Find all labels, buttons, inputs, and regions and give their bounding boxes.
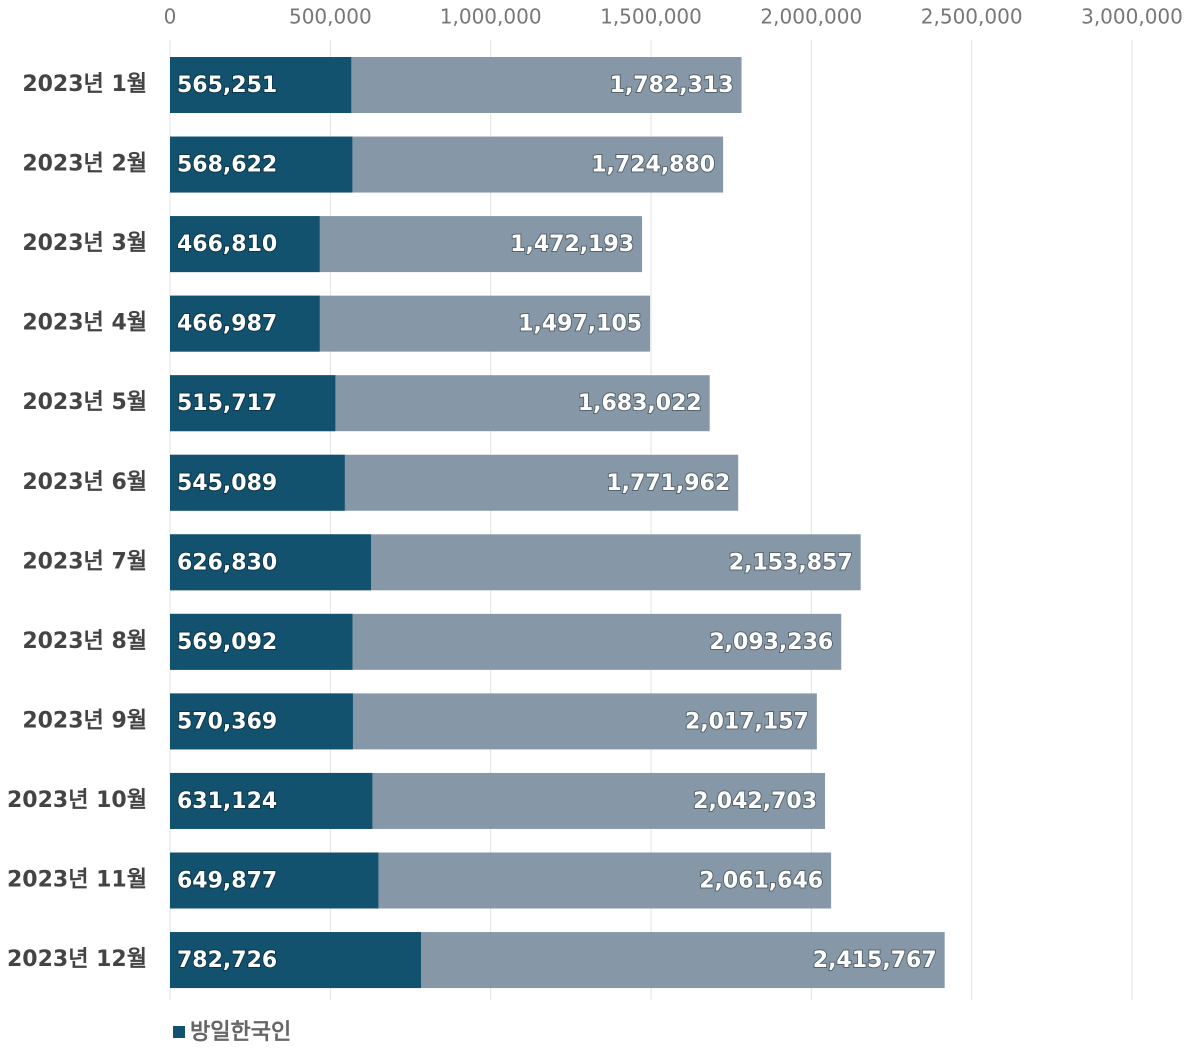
y-tick-label: 2023년 5월	[22, 390, 147, 415]
data-label: 1,472,193	[510, 232, 634, 257]
x-tick-label: 2,500,000	[921, 5, 1023, 29]
y-tick-label: 2023년 3월	[22, 231, 147, 256]
data-label: 1,497,105	[518, 312, 642, 337]
bar	[170, 932, 421, 989]
y-tick-label: 2023년 4월	[22, 311, 147, 336]
data-label: 782,726	[177, 948, 277, 973]
legend-label: 방일한국인	[190, 1020, 291, 1045]
x-tick-label: 500,000	[289, 5, 372, 29]
y-tick-label: 2023년 9월	[22, 708, 147, 733]
bar	[170, 57, 352, 113]
data-label: 1,771,962	[606, 471, 730, 496]
y-tick-label: 2023년 8월	[22, 629, 147, 654]
data-label: 2,061,646	[699, 869, 823, 894]
y-tick-label: 2023년 2월	[22, 152, 147, 177]
bar	[170, 454, 345, 511]
legend-swatch	[173, 1026, 185, 1038]
data-label: 565,251	[177, 73, 277, 98]
bar	[170, 852, 379, 909]
data-label: 466,810	[177, 232, 277, 257]
y-tick-label: 2023년 11월	[7, 868, 147, 893]
bar	[170, 613, 353, 670]
data-label: 515,717	[177, 391, 277, 416]
data-label: 2,042,703	[693, 789, 817, 814]
y-tick-label: 2023년 1월	[22, 72, 147, 97]
y-tick-label: 2023년 12월	[7, 947, 147, 972]
data-label: 2,415,767	[813, 948, 937, 973]
x-tick-label: 0	[164, 5, 177, 29]
x-tick-label: 1,500,000	[600, 5, 702, 29]
bar	[170, 136, 353, 193]
data-label: 2,093,236	[709, 630, 833, 655]
y-tick-label: 2023년 7월	[22, 549, 147, 574]
y-tick-label: 2023년 10월	[7, 788, 147, 813]
data-label: 2,153,857	[729, 550, 853, 575]
data-label: 545,089	[177, 471, 277, 496]
data-label: 2,017,157	[685, 709, 809, 734]
data-label: 569,092	[177, 630, 277, 655]
data-label: 1,782,313	[610, 73, 734, 98]
bar	[170, 375, 336, 432]
x-tick-label: 1,000,000	[440, 5, 542, 29]
data-label: 568,622	[177, 153, 277, 178]
bar	[170, 295, 320, 352]
x-tick-label: 2,000,000	[760, 5, 862, 29]
data-label: 631,124	[177, 789, 277, 814]
x-tick-label: 3,000,000	[1081, 5, 1183, 29]
bar	[170, 216, 320, 273]
bar	[170, 772, 373, 829]
data-label: 1,724,880	[591, 153, 715, 178]
data-label: 466,987	[177, 312, 277, 337]
bar	[170, 693, 353, 750]
bar	[170, 534, 372, 591]
data-label: 649,877	[177, 869, 277, 894]
data-label: 1,683,022	[578, 391, 702, 416]
data-label: 570,369	[177, 709, 277, 734]
y-tick-label: 2023년 6월	[22, 470, 147, 495]
data-label: 626,830	[177, 550, 277, 575]
